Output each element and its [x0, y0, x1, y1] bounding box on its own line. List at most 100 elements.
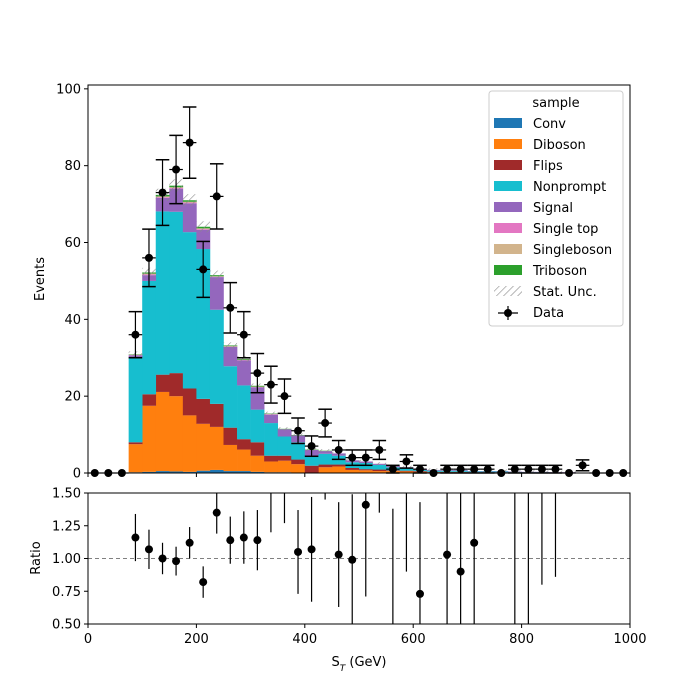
bar-diboson-15	[291, 464, 306, 473]
legend-label-1: Diboson	[533, 138, 586, 153]
data-point-12	[253, 369, 262, 378]
ratio-frame	[87, 492, 631, 625]
bar-nonprompt-16	[304, 455, 319, 466]
data-point-16	[307, 442, 316, 451]
data-point-34	[551, 465, 560, 474]
bar-nonprompt-7	[182, 232, 197, 389]
main-frame	[87, 84, 631, 474]
bar-nonprompt-11	[237, 385, 251, 440]
legend-label-2: Flips	[533, 159, 563, 174]
bar-nonprompt-10	[223, 366, 238, 428]
bar-nonprompt-18	[331, 455, 346, 465]
ratio-y-tick-label-4: 1.50	[52, 487, 81, 502]
ratio-points	[131, 493, 557, 624]
ratio-x-ticks: 0 200 400 600 800 1000	[84, 624, 647, 647]
bar-diboson-17	[318, 467, 333, 473]
stat-unc-8	[196, 221, 210, 233]
legend-label-data: Data	[533, 306, 564, 321]
main-panel: 0 20 40 60 80 100 Events	[33, 82, 631, 482]
bar-flips-9	[209, 403, 224, 427]
data-point-24	[415, 465, 424, 474]
data-point-32	[524, 465, 533, 474]
legend-box	[488, 90, 624, 327]
bar-flips-7	[182, 388, 197, 416]
bar-diboson-19	[345, 469, 360, 473]
bar-flips-8	[196, 398, 211, 424]
legend-swatch-7	[494, 265, 522, 275]
bar-conv-6	[169, 471, 184, 473]
bar-diboson-6	[169, 396, 184, 472]
bar-nonprompt-20	[359, 463, 373, 470]
bar-nonprompt-13	[264, 423, 278, 456]
x-tick-label-0: 0	[84, 632, 92, 647]
bar-flips-16	[304, 465, 319, 473]
bar-signal-13	[264, 414, 278, 424]
x-tick-label-1: 200	[184, 632, 209, 647]
data-point-22	[388, 465, 397, 474]
bar-signal-8	[196, 229, 211, 250]
y-tick-label-5: 100	[56, 82, 81, 97]
bar-conv-5	[155, 471, 170, 473]
data-point-26	[443, 465, 452, 474]
bar-diboson-20	[359, 470, 373, 473]
bar-signal-11	[237, 360, 251, 386]
bar-flips-4	[142, 394, 157, 406]
y-tick-label-2: 40	[64, 313, 81, 328]
bar-nonprompt-23	[399, 468, 414, 471]
y-tick-label-3: 60	[64, 236, 81, 251]
x-tick-label-4: 800	[509, 632, 534, 647]
stat-unc-14	[277, 427, 292, 431]
legend-label-6: Singleboson	[533, 243, 612, 258]
y-axis-label: Events	[33, 257, 48, 301]
stat-unc-10	[223, 342, 238, 349]
ratio-point-13	[307, 545, 316, 554]
y-tick-label-4: 80	[64, 159, 81, 174]
ratio-point-22	[443, 550, 452, 559]
bar-conv-9	[209, 469, 224, 473]
x-axis-label: ST (GeV)	[331, 655, 386, 674]
bar-conv-10	[223, 471, 238, 473]
bar-flips-10	[223, 427, 238, 445]
ratio-point-21	[415, 589, 424, 598]
data-point-9	[212, 192, 221, 201]
bar-nonprompt-6	[169, 211, 184, 374]
stat-unc-11	[237, 356, 251, 362]
ratio-panel: 0.50 0.75 1.00 1.25 1.50 0 200 400 600 800 1000 R…	[29, 487, 647, 675]
ratio-point-23	[456, 567, 465, 576]
ratio-point-9	[253, 536, 262, 545]
legend-swatch-4	[494, 202, 522, 212]
bar-diboson-18	[331, 466, 346, 473]
data-point-36	[578, 461, 587, 470]
ratio-y-ticks: 0.50 0.75 1.00 1.25 1.50	[52, 487, 88, 633]
data-point-27	[456, 465, 465, 474]
data-point-8	[199, 265, 208, 274]
legend-swatch-1	[494, 139, 522, 149]
ratio-point-2	[158, 554, 167, 563]
bar-signal-9	[209, 277, 224, 310]
y-tick-label-0: 0	[73, 467, 81, 482]
bar-signal-17	[318, 451, 333, 454]
bar-diboson-13	[264, 461, 278, 473]
ratio-y-tick-label-3: 1.25	[52, 519, 81, 534]
data-point-10	[226, 303, 235, 312]
data-point-18	[334, 445, 343, 454]
data-point-33	[537, 465, 546, 474]
ratio-point-16	[348, 555, 357, 564]
ratio-point-6	[212, 508, 221, 517]
bar-diboson-7	[182, 415, 197, 472]
bar-conv-4	[142, 471, 157, 473]
bar-flips-14	[277, 455, 292, 461]
ratio-y-tick-label-1: 0.75	[52, 585, 81, 600]
data-point-15	[294, 426, 303, 435]
data-point-23	[402, 457, 411, 466]
data-point-14	[280, 392, 289, 401]
ratio-point-17	[361, 500, 370, 509]
data-point-19	[348, 453, 357, 462]
bar-conv-11	[237, 471, 251, 473]
data-point-28	[470, 465, 479, 474]
ratio-point-7	[226, 536, 235, 545]
ratio-point-8	[239, 533, 248, 542]
bar-flips-21	[372, 469, 387, 472]
data-point-13	[266, 380, 275, 389]
